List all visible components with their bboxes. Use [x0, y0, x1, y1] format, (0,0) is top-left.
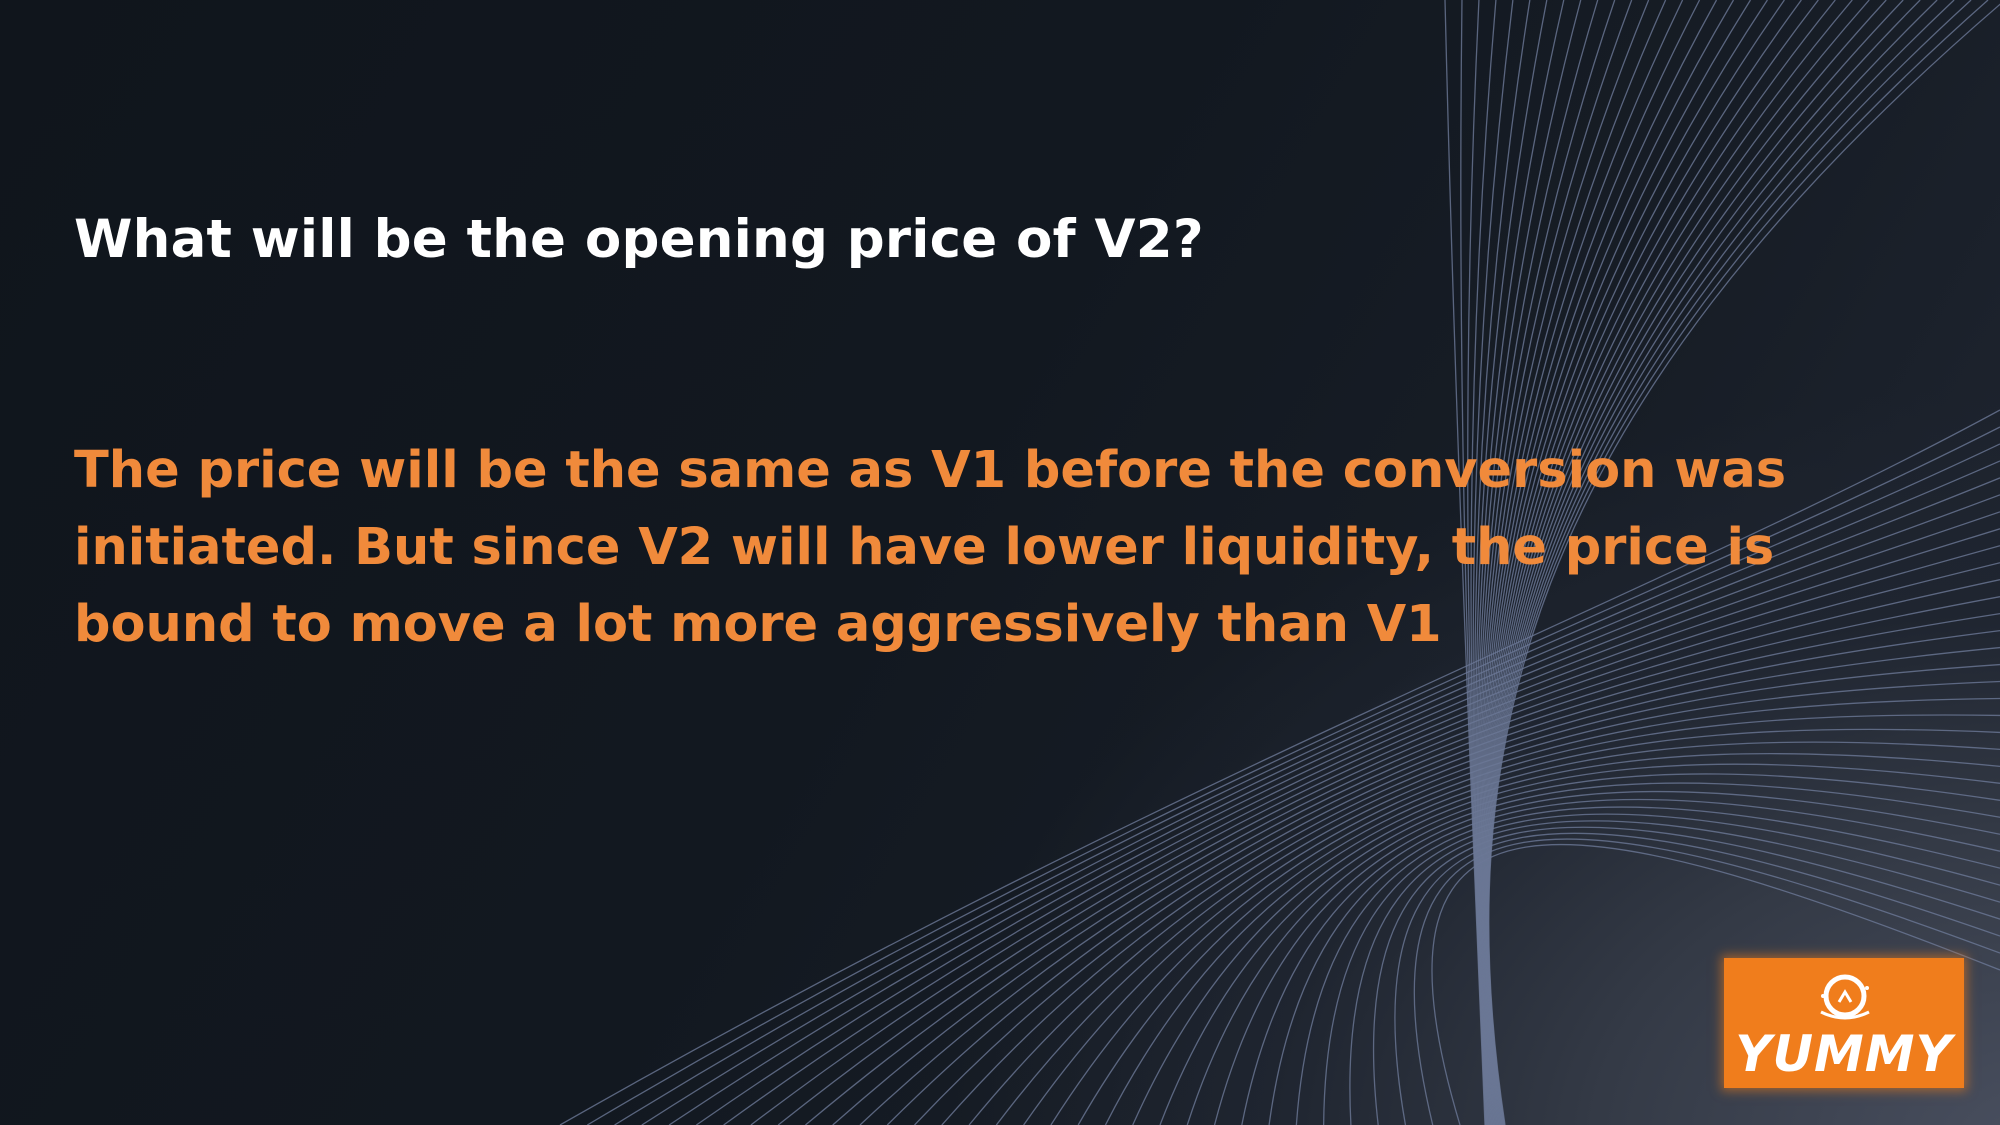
- wave-line: [914, 629, 2000, 1125]
- wave-line: [1132, 752, 2000, 1125]
- wave-line: [559, 409, 2000, 1125]
- wave-line: [1413, 838, 2000, 1125]
- wave-line: [805, 562, 2000, 1125]
- wave-line: [1159, 763, 2000, 1125]
- wave-line: [1104, 741, 2000, 1125]
- slide-answer: The price will be the same as V1 before …: [74, 441, 1787, 654]
- wave-line: [1241, 790, 2000, 1125]
- wave-line: [941, 646, 2000, 1125]
- wave-line: [723, 511, 2000, 1125]
- wave-line: [859, 596, 2000, 1125]
- wave-line: [1050, 714, 2000, 1125]
- wave-line: [614, 443, 2000, 1125]
- wave-line: [1431, 843, 2000, 1125]
- wave-line: [695, 494, 2000, 1125]
- wave-line: [995, 680, 2000, 1125]
- yummy-logo-icon: [1820, 974, 1870, 1020]
- wave-line: [1295, 806, 2000, 1125]
- wave-line: [1186, 773, 2000, 1125]
- wave-line: [1213, 782, 2000, 1125]
- wave-line: [1373, 826, 2000, 1125]
- wave-line: [968, 663, 2000, 1125]
- logo-text: YUMMY: [1735, 1025, 1953, 1083]
- wave-line: [886, 612, 2000, 1125]
- wave-line: [668, 477, 2000, 1125]
- wave-line: [777, 545, 2000, 1125]
- yummy-logo: YUMMY: [1724, 958, 1964, 1088]
- wave-line: [641, 460, 2000, 1125]
- wave-line: [586, 426, 2000, 1125]
- wave-line: [1322, 813, 2000, 1125]
- wave-line: [1349, 820, 2000, 1125]
- wave-line: [1023, 697, 2000, 1125]
- wave-line: [1077, 728, 2000, 1125]
- wave-line: [1488, 3, 2000, 1125]
- slide-question: What will be the opening price of V2?: [74, 209, 1204, 270]
- wave-line: [832, 579, 2000, 1125]
- wave-line: [1268, 798, 2000, 1125]
- wave-line: [750, 528, 2000, 1125]
- wave-line: [1394, 832, 2000, 1125]
